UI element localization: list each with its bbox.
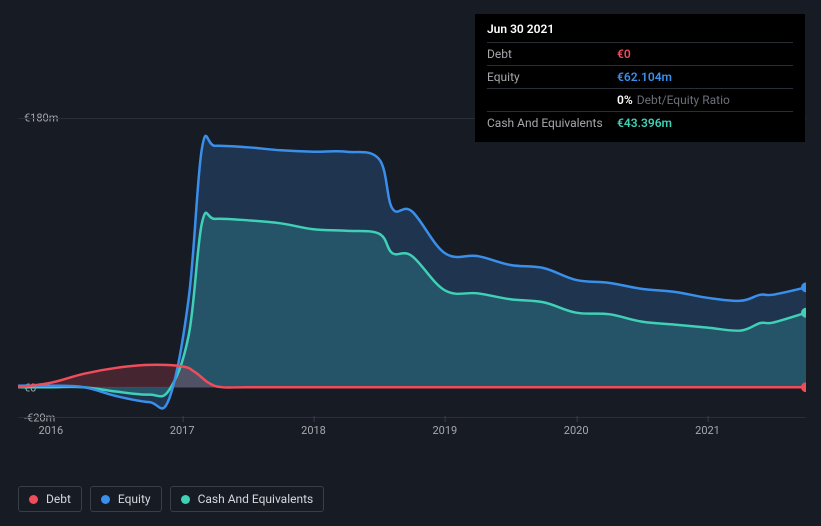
legend-label: Debt bbox=[46, 492, 71, 506]
legend-item[interactable]: Equity bbox=[90, 486, 162, 512]
legend-label: Cash And Equivalents bbox=[198, 492, 314, 506]
tooltip-value: €0 bbox=[617, 47, 631, 61]
tooltip-label bbox=[487, 93, 617, 107]
tooltip-row: 0% Debt/Equity Ratio bbox=[487, 88, 793, 111]
tooltip-row: Debt€0 bbox=[487, 42, 793, 65]
tooltip-panel: Jun 30 2021 Debt€0Equity€62.104m0% Debt/… bbox=[475, 14, 805, 142]
legend-item[interactable]: Debt bbox=[18, 486, 82, 512]
tooltip-row: Equity€62.104m bbox=[487, 65, 793, 88]
legend-dot-icon bbox=[101, 495, 110, 504]
legend-dot-icon bbox=[181, 495, 190, 504]
x-axis-label: 2019 bbox=[432, 424, 457, 437]
legend-dot-icon bbox=[29, 495, 38, 504]
tooltip-label: Equity bbox=[487, 70, 617, 84]
tooltip-date: Jun 30 2021 bbox=[487, 22, 793, 42]
legend: Debt Equity Cash And Equivalents bbox=[18, 486, 324, 512]
tooltip-row: Cash And Equivalents€43.396m bbox=[487, 111, 793, 134]
balance-chart: €180m€0-€20m 201620172018201920202021 bbox=[18, 118, 806, 454]
x-axis-label: 2021 bbox=[695, 424, 720, 437]
tooltip-extra: Debt/Equity Ratio bbox=[637, 93, 730, 107]
legend-label: Equity bbox=[118, 492, 151, 506]
x-axis-label: 2018 bbox=[301, 424, 326, 437]
x-axis-label: 2020 bbox=[564, 424, 589, 437]
legend-item[interactable]: Cash And Equivalents bbox=[170, 486, 325, 512]
tooltip-value: 0% bbox=[617, 93, 633, 107]
tooltip-value: €62.104m bbox=[617, 70, 672, 84]
x-axis-label: 2016 bbox=[38, 424, 63, 437]
tooltip-label: Cash And Equivalents bbox=[487, 116, 617, 130]
x-axis-label: 2017 bbox=[170, 424, 195, 437]
plot-area[interactable] bbox=[18, 118, 806, 418]
tooltip-label: Debt bbox=[487, 47, 617, 61]
tooltip-value: €43.396m bbox=[617, 116, 672, 130]
